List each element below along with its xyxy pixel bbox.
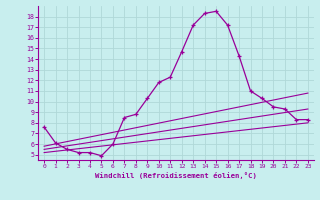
X-axis label: Windchill (Refroidissement éolien,°C): Windchill (Refroidissement éolien,°C): [95, 172, 257, 179]
